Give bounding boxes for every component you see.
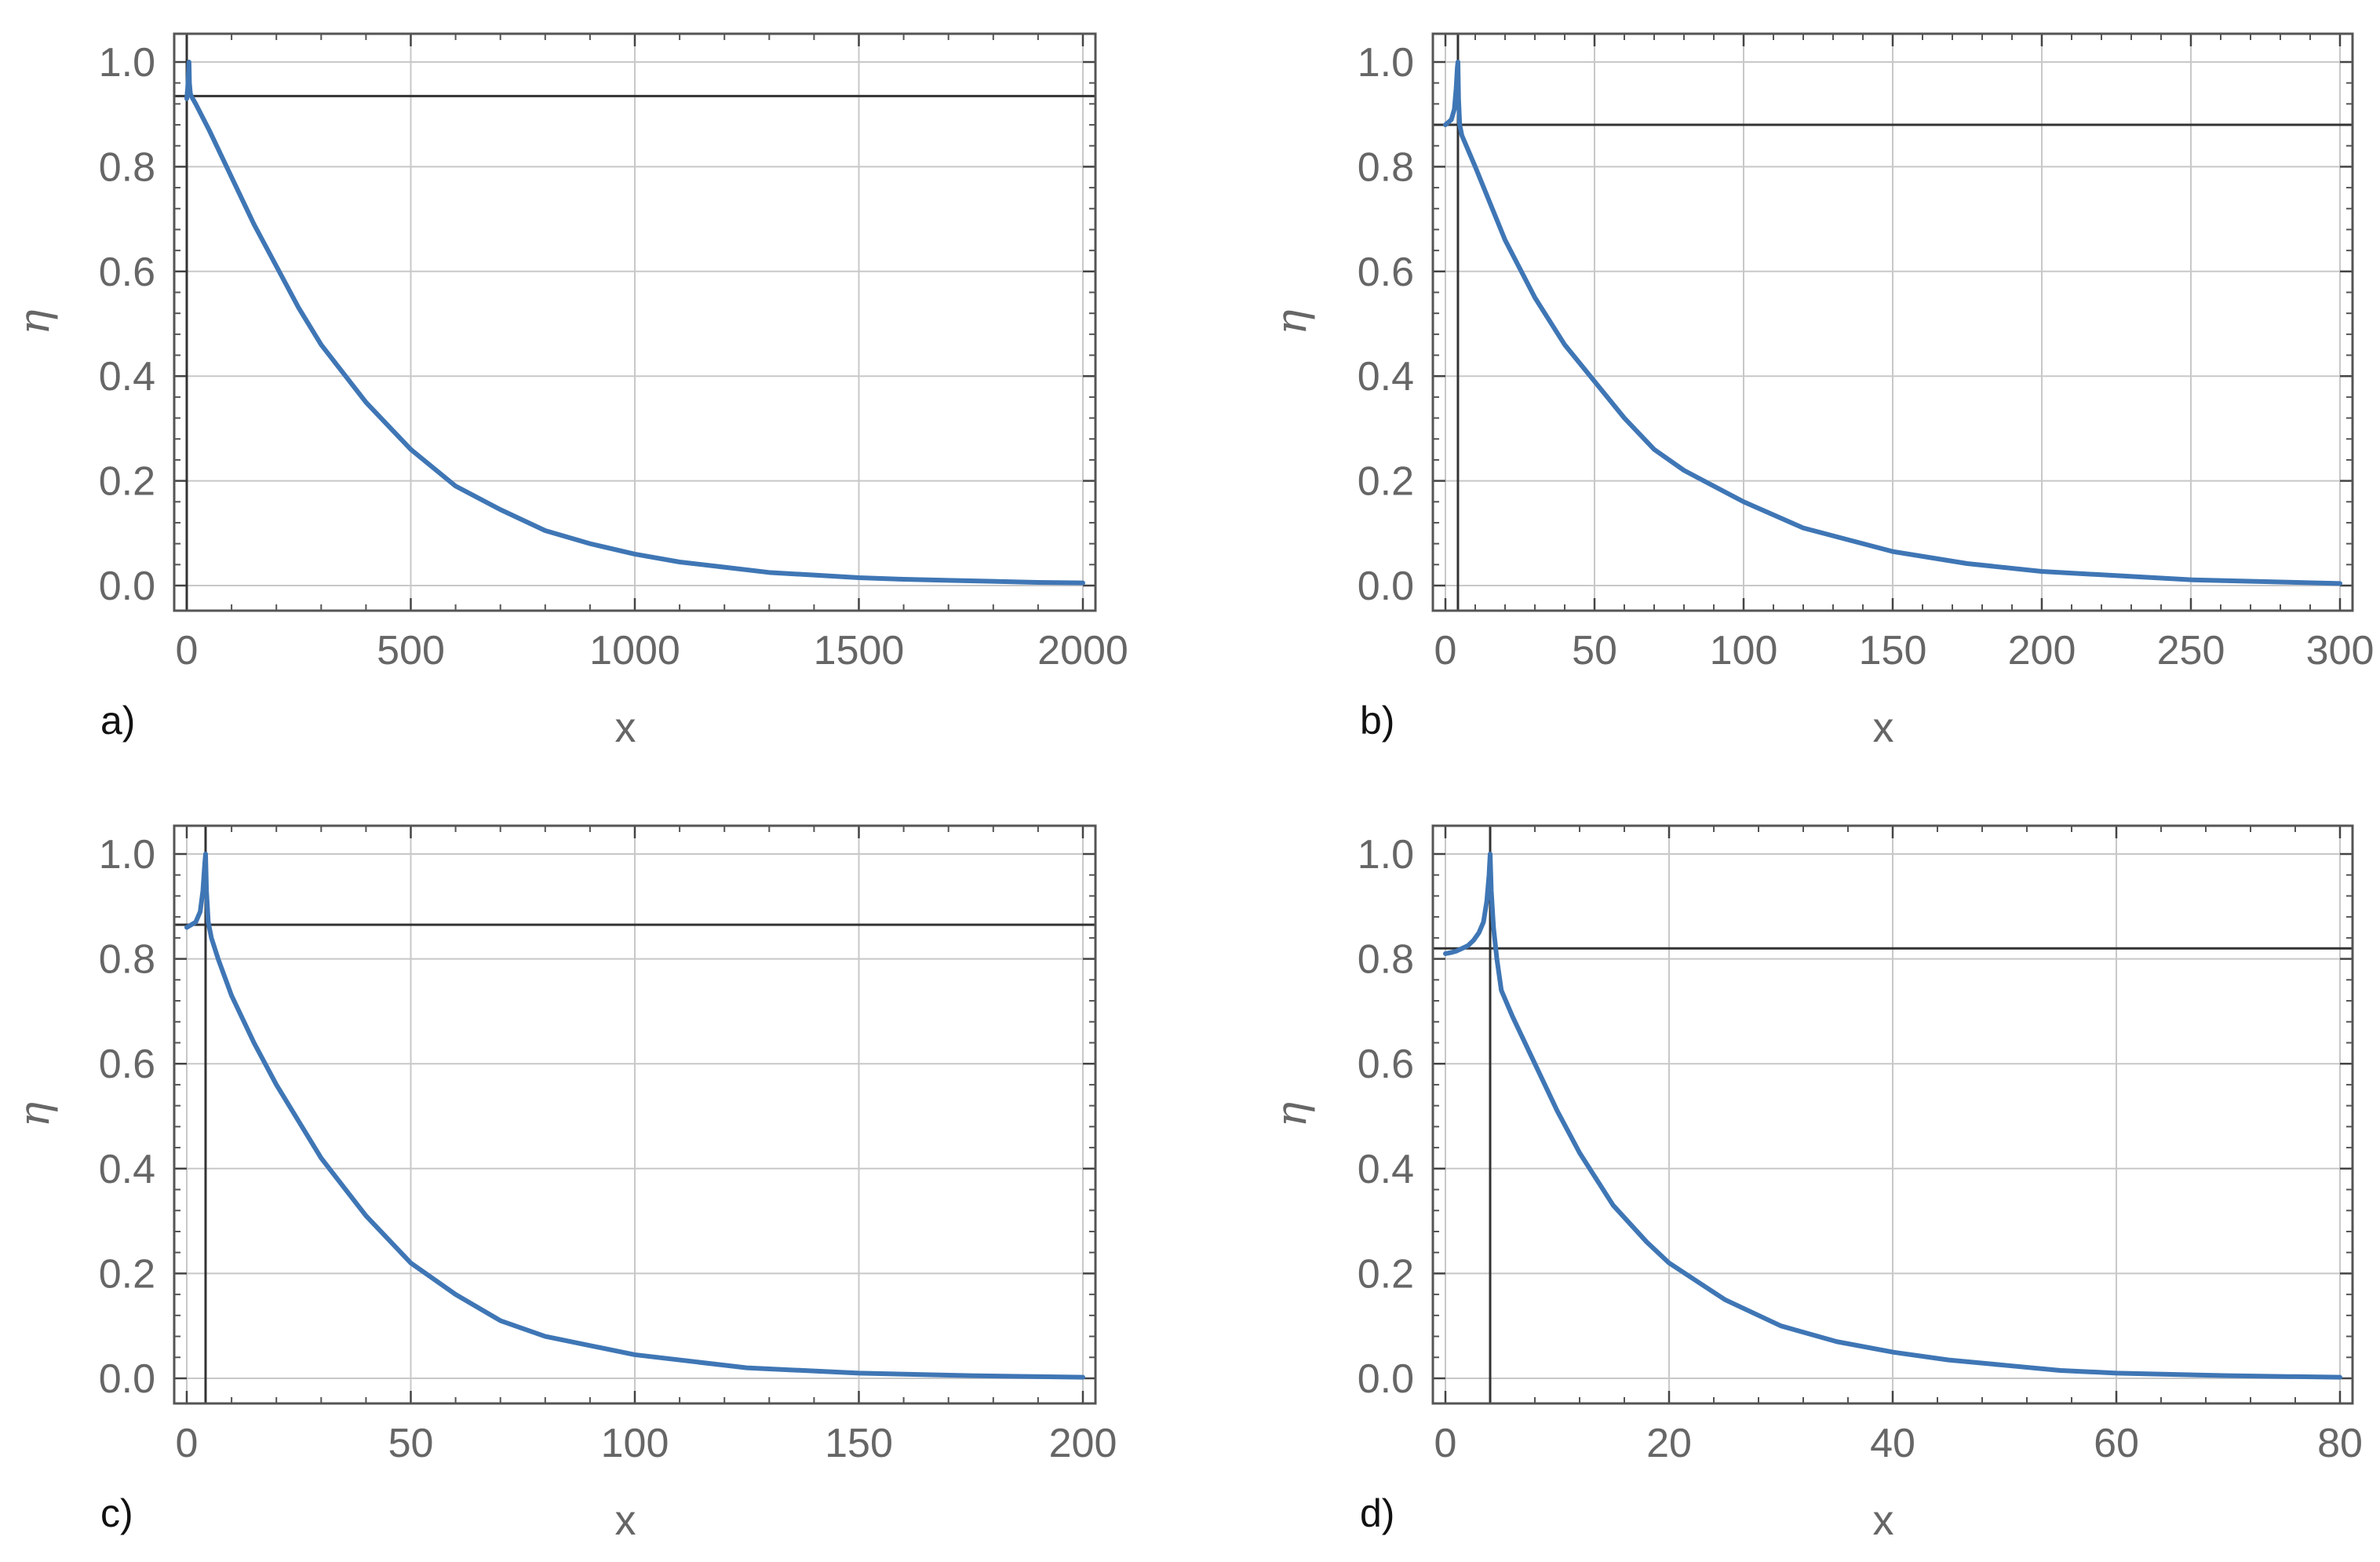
y-tick-label: 0.6 xyxy=(1358,250,1414,295)
x-tick-label: 2000 xyxy=(1037,628,1128,673)
x-tick-label: 1500 xyxy=(814,628,905,673)
y-axis-title: η xyxy=(1267,309,1316,334)
x-tick-label: 150 xyxy=(825,1421,893,1466)
y-axis-title: η xyxy=(9,1102,59,1127)
y-tick-label: 1.0 xyxy=(1358,832,1414,878)
panel-label: d) xyxy=(1360,1491,1394,1535)
x-axis-title: x xyxy=(1873,704,1894,751)
x-tick-label: 20 xyxy=(1646,1421,1692,1466)
x-axis-title: x xyxy=(615,704,636,751)
series-line-1 xyxy=(1443,852,2342,1380)
x-tick-label: 200 xyxy=(2008,628,2076,673)
chart-panel-2: 0 50 100 150 200 250 300 0.0 0.2 0.4 0.6 0.8 1.0 x η b) xyxy=(1267,32,2375,751)
y-tick-label: 1.0 xyxy=(99,832,155,878)
y-axis-title: η xyxy=(1267,1102,1316,1127)
x-tick-label: 250 xyxy=(2157,628,2225,673)
y-tick-label: 1.0 xyxy=(1358,40,1414,86)
y-tick-label: 0.2 xyxy=(1358,1251,1414,1297)
x-axis-title: x xyxy=(615,1497,636,1544)
x-axis-title: x xyxy=(1873,1497,1894,1544)
x-tick-label: 0 xyxy=(1434,628,1457,673)
chart-panel-4: 0 20 40 60 80 0.0 0.2 0.4 0.6 0.8 1.0 x η d) xyxy=(1267,824,2363,1544)
plot-frame xyxy=(173,824,1097,1405)
x-tick-label: 100 xyxy=(1710,628,1778,673)
y-tick-label: 0.4 xyxy=(99,354,155,400)
y-tick-label: 0.8 xyxy=(1358,144,1414,190)
chart-panel-1: 0 500 1000 1500 2000 0.0 0.2 0.4 0.6 0.8 1.0 x η a) xyxy=(9,32,1128,751)
y-tick-label: 0.8 xyxy=(99,937,155,983)
x-tick-label: 300 xyxy=(2306,628,2375,673)
y-tick-label: 0.2 xyxy=(99,459,155,505)
panel-label: a) xyxy=(100,699,135,743)
series-line-1 xyxy=(1443,60,2342,586)
x-tick-label: 500 xyxy=(377,628,445,673)
x-tick-label: 200 xyxy=(1049,1421,1117,1466)
y-tick-label: 0.6 xyxy=(99,250,155,295)
plot-frame xyxy=(1431,824,2354,1405)
y-tick-label: 1.0 xyxy=(99,40,155,86)
y-tick-label: 0.0 xyxy=(1358,1356,1414,1402)
y-tick-label: 0.8 xyxy=(1358,937,1414,983)
y-tick-label: 0.2 xyxy=(1358,459,1414,505)
y-tick-label: 0.4 xyxy=(1358,354,1414,400)
y-tick-label: 0.8 xyxy=(99,144,155,190)
plot-frame xyxy=(1431,32,2354,612)
y-tick-label: 0.2 xyxy=(99,1251,155,1297)
y-tick-label: 0.4 xyxy=(1358,1147,1414,1192)
x-tick-label: 1000 xyxy=(589,628,680,673)
y-tick-label: 0.4 xyxy=(99,1147,155,1192)
x-tick-label: 50 xyxy=(388,1421,434,1466)
x-tick-label: 60 xyxy=(2094,1421,2139,1466)
y-tick-label: 0.0 xyxy=(99,1356,155,1402)
series-line-1 xyxy=(184,60,1085,586)
plot-frame xyxy=(173,32,1097,612)
y-tick-label: 0.6 xyxy=(99,1042,155,1087)
x-tick-label: 100 xyxy=(601,1421,669,1466)
x-tick-label: 40 xyxy=(1870,1421,1915,1466)
x-tick-label: 50 xyxy=(1572,628,1617,673)
y-axis-title: η xyxy=(9,309,59,334)
x-tick-label: 0 xyxy=(1434,1421,1457,1466)
series-line-1 xyxy=(184,852,1085,1380)
y-tick-label: 0.6 xyxy=(1358,1042,1414,1087)
panel-label: c) xyxy=(100,1491,133,1535)
x-tick-label: 0 xyxy=(176,628,199,673)
x-tick-label: 0 xyxy=(176,1421,199,1466)
x-tick-label: 150 xyxy=(1859,628,1927,673)
y-tick-label: 0.0 xyxy=(1358,564,1414,609)
panel-label: b) xyxy=(1360,699,1394,743)
y-tick-label: 0.0 xyxy=(99,564,155,609)
chart-panel-3: 0 50 100 150 200 0.0 0.2 0.4 0.6 0.8 1.0 x η c) xyxy=(9,824,1117,1544)
x-tick-label: 80 xyxy=(2317,1421,2363,1466)
